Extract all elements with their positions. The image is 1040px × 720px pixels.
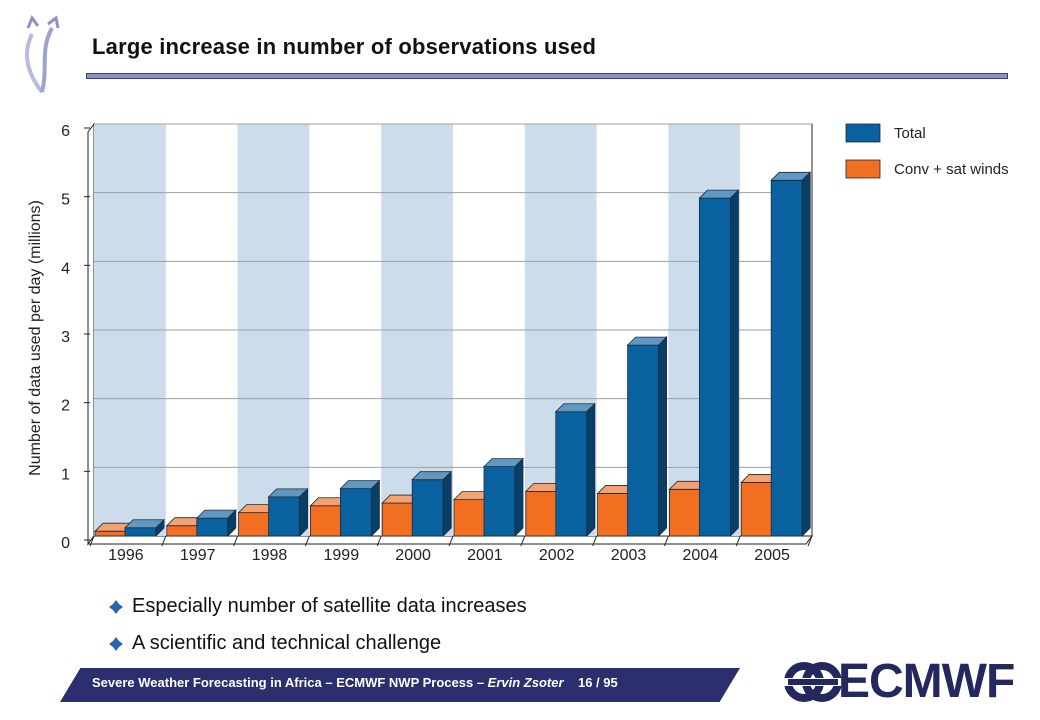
- x-tick-label: 1997: [180, 547, 216, 564]
- footer-bar: [60, 668, 740, 702]
- x-tick-mark: [376, 535, 382, 547]
- x-tick-label: 2004: [683, 547, 719, 564]
- bar-conv-sat-winds: [166, 525, 199, 537]
- x-tick-label: 2001: [467, 547, 503, 564]
- x-tick-mark: [735, 535, 741, 547]
- y-tick-label: 3: [61, 329, 70, 346]
- bar-total: [411, 479, 444, 537]
- legend-label: Conv + sat winds: [894, 161, 1009, 178]
- bar-total-side: [227, 509, 237, 537]
- x-tick-mark: [233, 535, 239, 547]
- footer-page-number: 16 / 95: [577, 675, 618, 690]
- bar-conv-sat-winds: [525, 490, 558, 537]
- bar-conv-sat-winds: [453, 499, 486, 537]
- x-tick-label: 2000: [395, 547, 431, 564]
- ecmwf-logo-icon: [784, 662, 842, 702]
- bar-total-side: [370, 479, 380, 537]
- bar-total-side: [299, 487, 309, 537]
- x-tick-label: 1999: [324, 547, 360, 564]
- x-tick-mark: [592, 535, 598, 547]
- bar-total: [555, 411, 588, 537]
- bar-total-side: [586, 402, 596, 537]
- bar-total-side: [514, 457, 524, 537]
- bar-total: [268, 496, 301, 537]
- bar-conv-sat-winds: [94, 530, 127, 537]
- bar-total-side: [801, 171, 811, 537]
- x-tick-mark: [520, 535, 526, 547]
- x-tick-mark: [807, 535, 813, 547]
- x-tick-label: 2003: [611, 547, 647, 564]
- bar-total: [627, 344, 659, 537]
- bar-conv-sat-winds: [669, 488, 701, 537]
- x-tick-mark: [448, 535, 454, 547]
- bullet-item: Especially number of satellite data incr…: [108, 595, 527, 618]
- x-tick-mark: [304, 535, 310, 547]
- bar-total-side: [155, 518, 165, 537]
- bar-conv-sat-winds: [740, 482, 773, 537]
- slide-title: Large increase in number of observations…: [92, 34, 597, 59]
- bar-total: [770, 179, 803, 537]
- x-tick-label: 2002: [539, 547, 575, 564]
- bar-total: [196, 517, 229, 537]
- bar-total: [339, 488, 372, 537]
- bullet-item: A scientific and technical challenge: [108, 632, 441, 655]
- ecmwf-swirl-logo-icon: [25, 14, 60, 94]
- y-tick-label: 2: [61, 398, 70, 415]
- y-tick-label: 0: [61, 535, 70, 552]
- y-tick-label: 5: [61, 192, 70, 209]
- y-tick-label: 6: [61, 123, 70, 140]
- diamond-bullet-icon: [109, 599, 123, 614]
- bar-total-side: [442, 470, 452, 537]
- ecmwf-logo-text: ECMWF: [838, 655, 1015, 708]
- bar-total: [699, 197, 731, 537]
- x-tick-mark: [663, 535, 669, 547]
- observations-bar-chart: 0 1 2 3 4 5 6 Number of data used per day (mill…: [27, 122, 1009, 564]
- bar-conv-sat-winds: [597, 493, 629, 537]
- bar-total: [483, 466, 516, 537]
- y-tick-label: 1: [61, 466, 70, 483]
- x-tick-label: 2005: [754, 547, 790, 564]
- y-tick-label: 4: [61, 260, 70, 277]
- legend-label: Total: [894, 125, 926, 142]
- bar-conv-sat-winds: [381, 502, 414, 537]
- bar-total: [124, 527, 157, 537]
- title-underline-bar: [86, 73, 1008, 79]
- bar-total-side: [658, 336, 667, 537]
- legend-swatch: [845, 159, 881, 179]
- x-tick-label: 1996: [108, 547, 144, 564]
- x-tick-mark: [161, 535, 167, 547]
- bullet-text: Especially number of satellite data incr…: [132, 595, 527, 617]
- x-tick-label: 1998: [252, 547, 288, 564]
- footer-author: Ervin Zsoter: [487, 675, 564, 690]
- bar-conv-sat-winds: [309, 505, 342, 537]
- bullet-text: A scientific and technical challenge: [132, 632, 442, 654]
- legend-swatch: [845, 123, 881, 143]
- diamond-bullet-icon: [109, 636, 123, 651]
- bar-conv-sat-winds: [238, 512, 271, 537]
- x-tick-mark: [89, 535, 95, 547]
- y-axis-label: Number of data used per day (millions): [27, 200, 44, 476]
- footer-text: Severe Weather Forecasting in Africa – E…: [92, 675, 618, 690]
- footer-title: Severe Weather Forecasting in Africa – E…: [92, 675, 488, 690]
- bar-total-side: [730, 189, 739, 537]
